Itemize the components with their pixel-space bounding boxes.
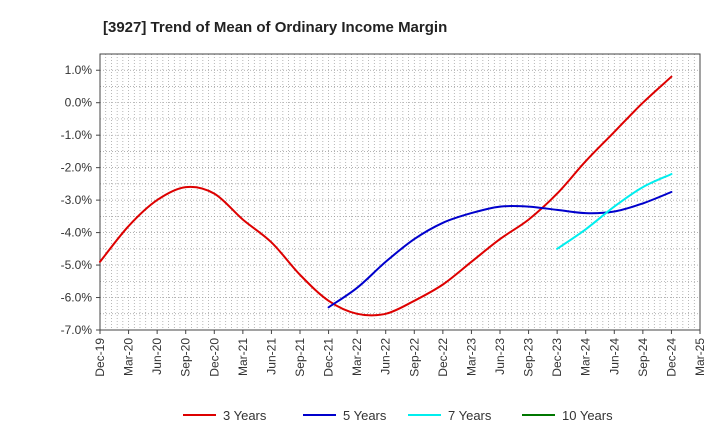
plot-frame xyxy=(99,53,701,331)
legend-label-10-years: 10 Years xyxy=(562,408,613,423)
x-tick-label: Sep-23 xyxy=(522,338,536,377)
y-tick-label: -1.0% xyxy=(61,128,93,142)
y-tick-label: -4.0% xyxy=(61,226,93,240)
x-tick-label: Jun-21 xyxy=(264,338,278,375)
series-line-3-years xyxy=(99,75,673,317)
x-tick-label: Jun-24 xyxy=(607,338,621,375)
x-tick-label: Sep-20 xyxy=(179,338,193,377)
x-tick-label: Mar-23 xyxy=(464,338,478,376)
x-tick-label: Mar-25 xyxy=(693,338,707,376)
y-tick-label: -7.0% xyxy=(61,323,93,337)
x-tick-label: Mar-21 xyxy=(236,338,250,376)
y-tick-label: -6.0% xyxy=(61,291,93,305)
y-tick-label: -5.0% xyxy=(61,258,93,272)
x-tick-label: Jun-20 xyxy=(150,338,164,375)
x-tick-label: Dec-24 xyxy=(664,338,678,377)
y-axis: 1.0% 0.0% -1.0% -2.0% -3.0% -4.0% -5.0% -6.0% -7… xyxy=(61,63,100,337)
x-tick-label: Mar-22 xyxy=(350,338,364,376)
x-tick-label: Mar-24 xyxy=(579,338,593,376)
y-tick-label: -2.0% xyxy=(61,161,93,175)
x-tick-label: Sep-24 xyxy=(636,338,650,377)
y-tick-label: 1.0% xyxy=(65,63,93,77)
x-tick-label: Jun-22 xyxy=(379,338,393,375)
x-tick-label: Mar-20 xyxy=(122,338,136,376)
x-tick-label: Dec-21 xyxy=(322,338,336,377)
x-tick-label: Sep-22 xyxy=(407,338,421,377)
x-tick-label: Sep-21 xyxy=(293,338,307,377)
legend: 3 Years 5 Years 7 Years 10 Years xyxy=(183,408,613,423)
x-tick-label: Dec-23 xyxy=(550,338,564,377)
series-lines xyxy=(99,75,673,317)
y-tick-label: -3.0% xyxy=(61,193,93,207)
legend-label-3-years: 3 Years xyxy=(223,408,267,423)
legend-label-5-years: 5 Years xyxy=(343,408,387,423)
x-axis: Dec-19 Mar-20 Jun-20 Sep-20 Dec-20 Mar-21 Jun-… xyxy=(93,330,707,377)
series-line-5-years xyxy=(327,191,673,309)
y-tick-label: 0.0% xyxy=(65,96,93,110)
grid xyxy=(100,54,700,330)
x-tick-label: Dec-20 xyxy=(207,338,221,377)
x-tick-label: Dec-19 xyxy=(93,338,107,377)
legend-label-7-years: 7 Years xyxy=(448,408,492,423)
x-tick-label: Dec-22 xyxy=(436,338,450,377)
chart-title: [3927] Trend of Mean of Ordinary Income … xyxy=(103,19,447,36)
series-line-7-years xyxy=(556,173,673,250)
x-tick-label: Jun-23 xyxy=(493,338,507,375)
